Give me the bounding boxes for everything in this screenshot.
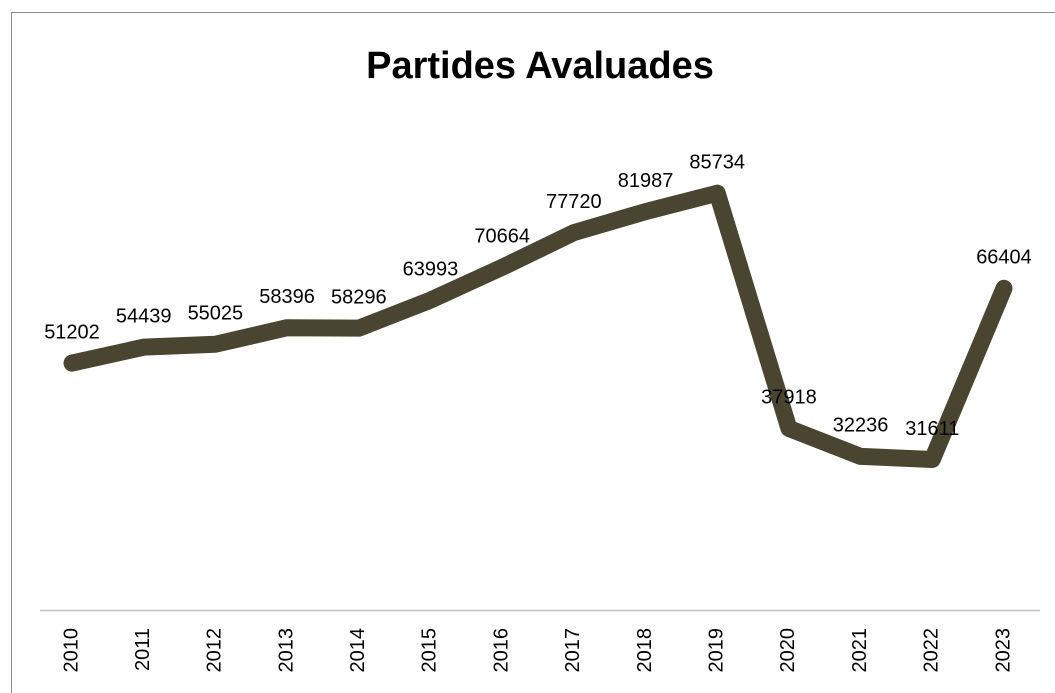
x-tick-label: 2012 <box>204 628 226 673</box>
x-tick-label: 2021 <box>849 628 871 673</box>
data-label: 32236 <box>833 415 889 437</box>
data-line <box>63 184 1013 468</box>
data-label: 31611 <box>905 418 959 440</box>
x-tick-label: 2022 <box>921 628 943 673</box>
data-label: 81987 <box>618 170 674 192</box>
x-tick-label: 2014 <box>347 628 369 673</box>
x-tick-label: 2011 <box>132 628 154 671</box>
data-label: 51202 <box>44 321 100 343</box>
x-tick-label: 2020 <box>777 628 799 673</box>
x-tick-label: 2019 <box>706 628 728 673</box>
data-label: 54439 <box>116 305 172 327</box>
x-tick-label: 2023 <box>992 628 1014 673</box>
data-label: 77720 <box>546 191 602 213</box>
data-label: 55025 <box>188 303 244 325</box>
data-label: 85734 <box>689 151 745 173</box>
x-tick-label: 2010 <box>60 628 82 673</box>
x-tick-label: 2018 <box>634 628 656 673</box>
data-label: 70664 <box>474 226 530 248</box>
x-tick-label: 2016 <box>490 628 512 673</box>
x-tick-label: 2015 <box>419 628 441 673</box>
data-label: 37918 <box>761 387 817 409</box>
chart-title: Partides Avaluades <box>366 45 714 87</box>
data-label: 58396 <box>259 286 315 308</box>
data-label: 63993 <box>403 258 459 280</box>
data-label: 58296 <box>331 286 387 308</box>
x-tick-label: 2017 <box>562 628 584 673</box>
x-tick-label: 2013 <box>275 628 297 673</box>
data-label: 66404 <box>976 247 1032 269</box>
